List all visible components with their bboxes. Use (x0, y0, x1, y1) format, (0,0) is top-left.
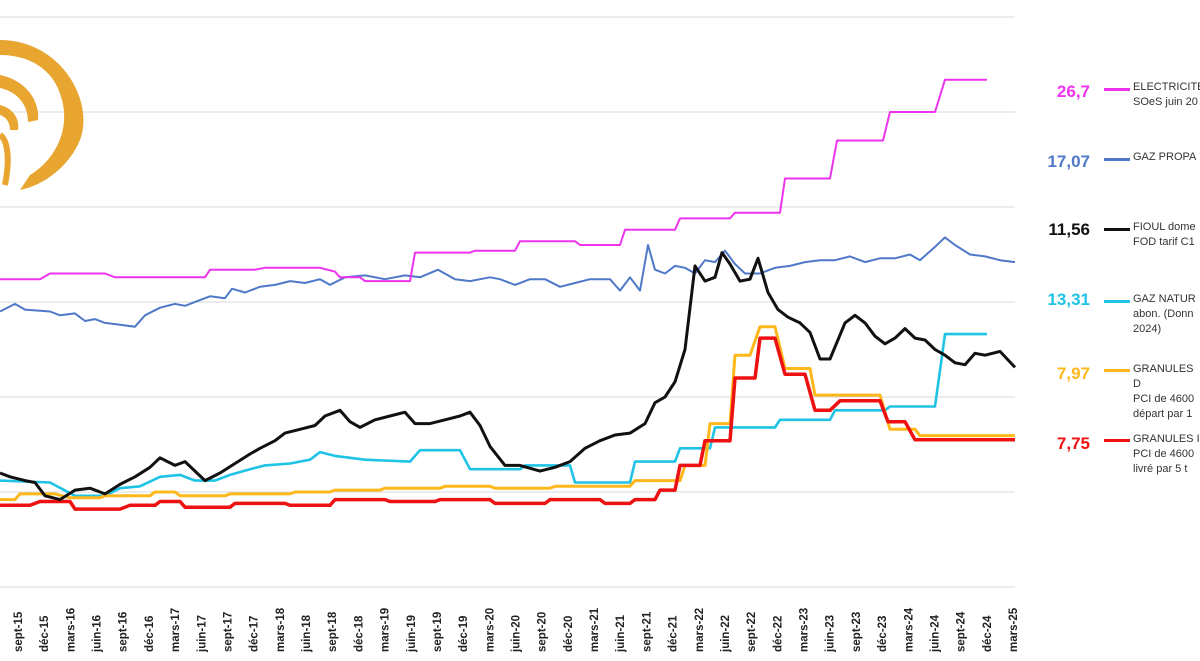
x-tick-label: juin-24 (929, 614, 941, 653)
legend-swatch-granules-depart (1104, 369, 1130, 372)
x-tick-label: sept-16 (118, 612, 130, 652)
x-tick-label: sept-23 (851, 612, 863, 652)
x-tick-label: déc-16 (144, 616, 156, 652)
logo-arc-mid (0, 75, 39, 122)
legend-item-granules-depart: 7,97 GRANULES D PCI de 4600 départ par 1 (1030, 360, 1200, 420)
x-tick-label: juin-16 (92, 615, 104, 653)
series-line-gaz-propane (0, 236, 1016, 328)
gridlines (0, 16, 1015, 588)
legend-item-electricite: 26,7 ELECTRICITE SOeS juin 20 (1030, 78, 1200, 138)
x-tick-label: sept-24 (956, 611, 968, 652)
logo-arc-inner (0, 105, 19, 130)
legend-swatch-gaz-naturel (1104, 300, 1130, 303)
x-tick-label: mars-18 (275, 607, 287, 652)
legend-value-granules-livre: 7,75 (1056, 434, 1090, 453)
x-tick-label: mars-22 (694, 608, 706, 652)
x-tick-label: sept-22 (746, 612, 758, 652)
x-tick-label: juin-18 (301, 614, 313, 653)
x-tick-label: mars-20 (484, 608, 496, 652)
series-line-granules-de-bois-d-part (0, 325, 1015, 502)
legend-label-fioul: FIOUL dome FOD tarif C1 (1133, 221, 1196, 248)
line-chart: sept-15 déc-15 mars-16 juin-16 sept-16 déc-16… (0, 16, 1020, 653)
legend-value-fioul: 11,56 (1048, 220, 1090, 239)
legend-value-granules-depart: 7,97 (1056, 364, 1090, 383)
legend-label-gaz-propane: GAZ PROPA (1133, 151, 1197, 163)
x-tick-label: sept-15 (13, 611, 25, 652)
x-tick-label: juin-19 (406, 615, 418, 653)
x-tick-label: sept-19 (432, 612, 444, 652)
x-axis-tick-labels: sept-15 déc-15 mars-16 juin-16 sept-16 déc-16… (13, 607, 1020, 653)
x-tick-label: sept-20 (537, 612, 549, 652)
x-tick-label: juin-20 (511, 615, 523, 653)
x-tick-label: déc-20 (563, 616, 575, 652)
legend-swatch-granules-livre (1104, 439, 1130, 442)
legend-swatch-gaz-propane (1104, 158, 1130, 161)
x-tick-label: sept-18 (327, 611, 339, 652)
logo (0, 40, 84, 190)
x-tick-label: mars-23 (799, 608, 811, 652)
legend-value-electricite: 26,7 (1056, 82, 1090, 101)
x-tick-label: déc-18 (353, 615, 365, 652)
x-tick-label: mars-24 (903, 607, 915, 652)
legend-swatch-fioul (1104, 228, 1130, 231)
x-tick-label: sept-17 (223, 612, 235, 652)
legend-item-granules-livre: 7,75 GRANULES I PCI de 4600 livré par 5 … (1030, 432, 1200, 492)
x-tick-label: mars-19 (380, 608, 392, 652)
legend-item-gaz-propane: 17,07 GAZ PROPA (1030, 148, 1200, 208)
x-tick-label: déc-22 (772, 616, 784, 652)
legend-value-gaz-propane: 17,07 (1047, 152, 1090, 171)
x-tick-label: déc-19 (458, 616, 470, 652)
x-tick-label: juin-21 (615, 614, 627, 653)
x-tick-label: mars-16 (65, 608, 77, 652)
x-tick-label: mars-21 (589, 607, 601, 652)
legend-item-gaz-naturel: 13,31 GAZ NATUR abon. (Donn 2024) (1030, 290, 1200, 350)
legend-swatch-electricite (1104, 88, 1130, 91)
legend-label-granules-livre: GRANULES I PCI de 4600 livré par 5 t (1133, 433, 1200, 475)
legend-label-electricite: ELECTRICITE SOeS juin 20 (1133, 81, 1200, 108)
x-tick-label: déc-24 (982, 615, 994, 652)
legend-value-gaz-naturel: 13,31 (1047, 290, 1090, 309)
series-line-electricite (0, 78, 987, 283)
logo-arc-outer (0, 40, 84, 190)
legend-label-gaz-naturel: GAZ NATUR abon. (Donn 2024) (1133, 293, 1196, 335)
x-tick-label: déc-23 (877, 616, 889, 652)
series-lines (0, 78, 1017, 511)
series-line-fioul-domestique (0, 251, 1017, 502)
x-tick-label: déc-21 (668, 615, 680, 652)
series-line-granules-de-bois-livr (0, 336, 1015, 511)
x-tick-label: mars-25 (1008, 607, 1020, 652)
series-line-gaz-naturel (0, 332, 987, 498)
x-tick-label: déc-17 (249, 616, 261, 652)
legend-item-fioul: 11,56 FIOUL dome FOD tarif C1 (1030, 218, 1200, 278)
x-tick-label: juin-23 (825, 615, 837, 653)
x-tick-label: juin-17 (196, 615, 208, 653)
x-tick-label: juin-22 (720, 615, 732, 653)
legend-label-granules-depart: GRANULES D PCI de 4600 départ par 1 (1133, 363, 1195, 420)
logo-arc-stroke (0, 132, 11, 186)
x-tick-label: mars-17 (170, 608, 182, 652)
x-tick-label: déc-15 (39, 615, 51, 652)
x-tick-label: sept-21 (641, 611, 653, 652)
